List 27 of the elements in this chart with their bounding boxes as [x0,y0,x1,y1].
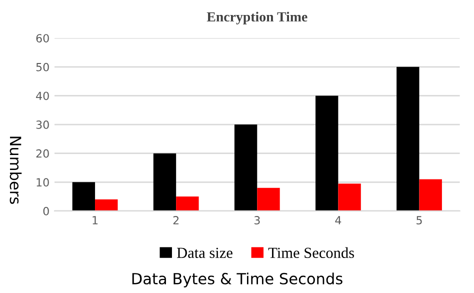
bar [419,179,442,211]
x-tick-label: 4 [335,216,342,224]
y-tick-label: 40 [36,92,49,100]
legend-label: Data size [176,248,232,258]
bar [257,188,280,211]
legend-label: Time Seconds [268,247,354,258]
x-tick-label: 5 [416,216,422,224]
x-tick-label: 3 [254,216,260,224]
x-axis-title: Data Bytes & Time Seconds [132,272,342,288]
bar [72,182,96,211]
bar [234,124,258,211]
x-tick-label: 2 [173,216,179,224]
bar [338,184,361,211]
bar [176,196,199,211]
bar [95,199,118,211]
y-tick-label: 60 [36,34,49,42]
y-tick-label: 20 [36,149,49,158]
y-tick-label: 10 [36,178,49,187]
y-axis-title: Numbers [10,136,22,204]
bar [153,153,176,211]
y-tick-label: 0 [43,206,49,216]
y-tick-label: 50 [36,62,49,72]
bar [316,96,338,211]
chart-title: Encryption Time [206,12,308,24]
bar [396,66,420,211]
y-tick-label: 30 [36,120,49,129]
x-tick-label: 1 [92,216,98,224]
